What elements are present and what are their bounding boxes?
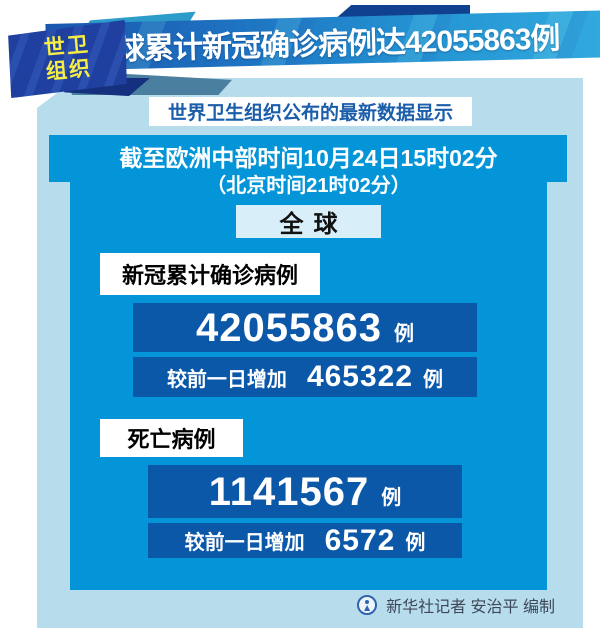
intro-note-box: 世界卫生组织公布的最新数据显示 xyxy=(149,97,472,126)
confirmed-cases-label: 新冠累计确诊病例 xyxy=(121,263,298,288)
confirmed-increase-label: 较前一日增加 xyxy=(166,368,287,391)
confirmed-cases-label-box: 新冠累计确诊病例 xyxy=(100,253,320,295)
confirmed-increase-value: 465322 xyxy=(306,360,414,393)
timestamp-line2: （北京时间21时02分） xyxy=(206,175,411,197)
confirmed-total-value: 42055863 xyxy=(196,305,382,350)
headline-text: 全球累计新冠确诊病例达42055863例 xyxy=(85,21,560,67)
timestamp-banner: 截至欧洲中部时间10月24日15时02分 （北京时间21时02分） xyxy=(70,144,547,199)
timestamp-line1: 截至欧洲中部时间10月24日15时02分 xyxy=(119,145,498,171)
death-cases-label-box: 死亡病例 xyxy=(100,419,243,457)
deaths-increase-unit: 例 xyxy=(405,532,426,554)
death-cases-label: 死亡病例 xyxy=(127,427,216,452)
scope-label: 全球 xyxy=(279,211,348,238)
confirmed-increase-box: 较前一日增加 465322 例 xyxy=(133,357,477,397)
deaths-total-box: 1141567 例 xyxy=(148,465,462,518)
deaths-total-unit: 例 xyxy=(381,487,402,509)
confirmed-total-box: 42055863 例 xyxy=(133,303,477,352)
credit-text: 新华社记者 安治平 编制 xyxy=(386,599,555,616)
footer-credit-row: 新华社记者 安治平 编制 xyxy=(37,591,583,619)
confirmed-total-unit: 例 xyxy=(393,323,414,345)
intro-note-text: 世界卫生组织公布的最新数据显示 xyxy=(167,103,453,124)
deaths-total-value: 1141567 xyxy=(208,469,370,514)
deaths-increase-value: 6572 xyxy=(324,523,396,557)
source-tag-line2: 组织 xyxy=(45,56,93,84)
confirmed-increase-unit: 例 xyxy=(423,368,444,391)
xinhua-logo-icon xyxy=(357,595,378,615)
deaths-increase-label: 较前一日增加 xyxy=(184,532,305,554)
scope-box: 全球 xyxy=(236,205,381,238)
deaths-increase-box: 较前一日增加 6572 例 xyxy=(148,523,462,558)
